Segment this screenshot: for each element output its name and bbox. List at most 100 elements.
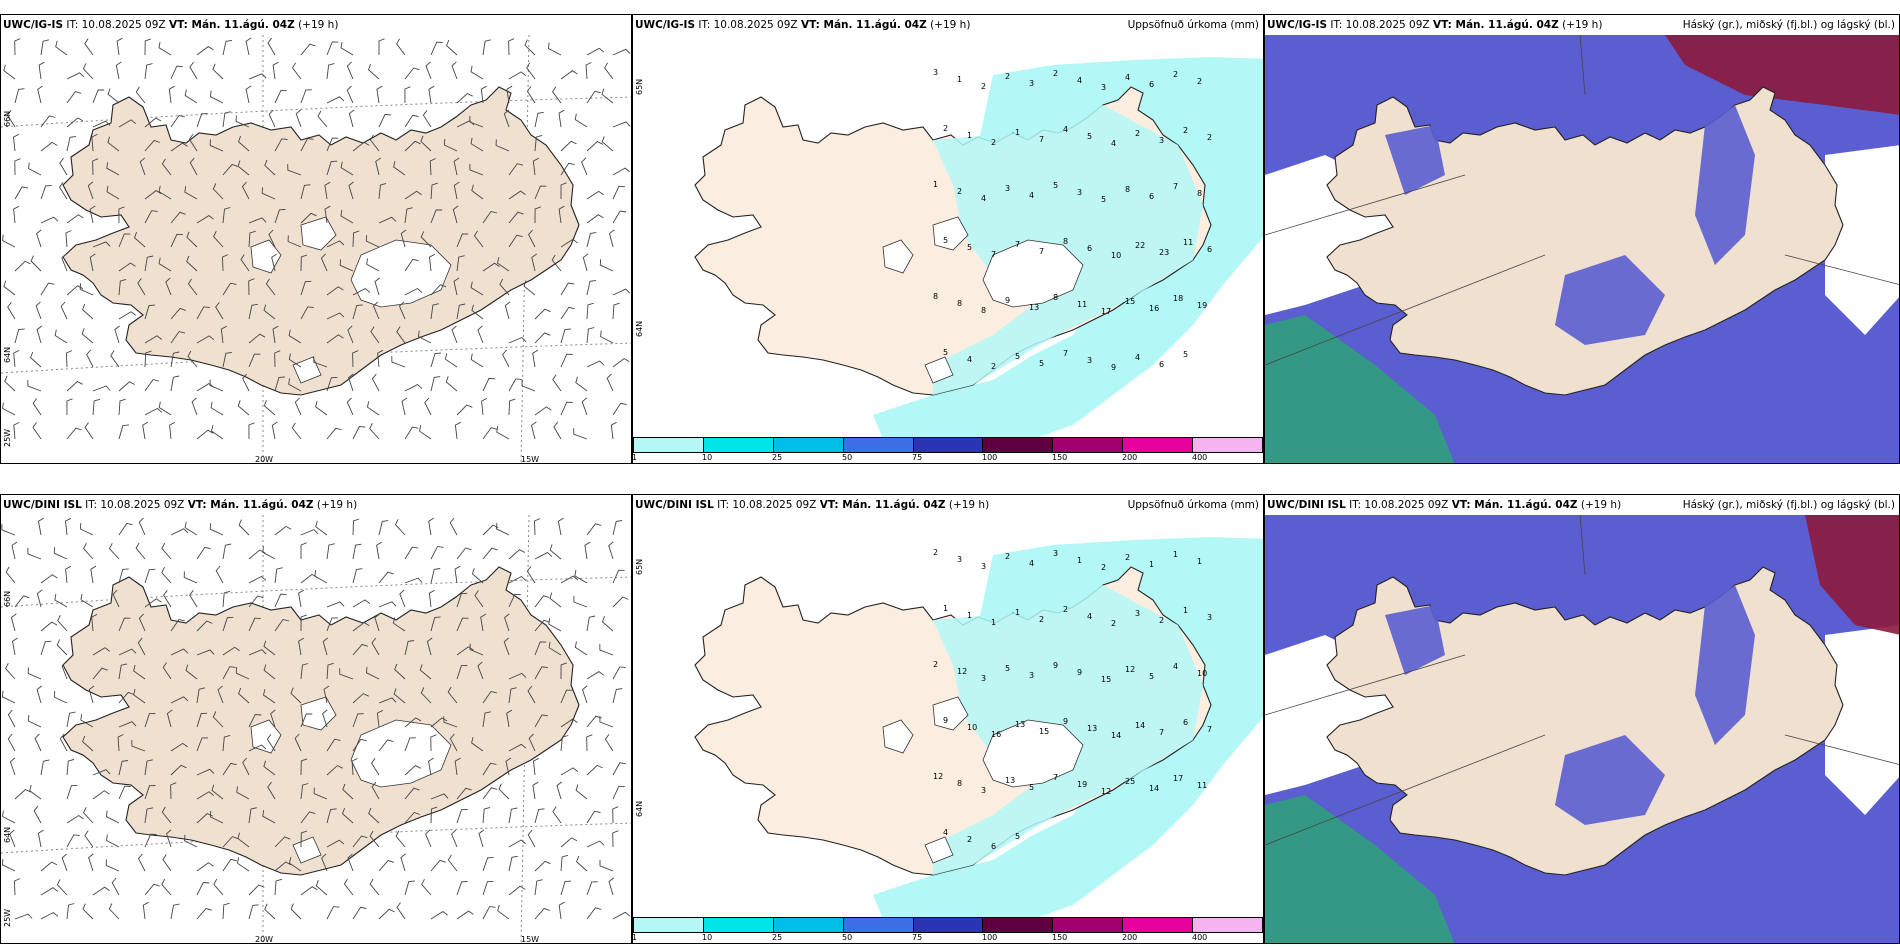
wind-barb [144, 304, 156, 320]
wind-barb [552, 86, 562, 104]
wind-barb [137, 637, 146, 656]
wind-barb [158, 185, 172, 200]
wind-barb [503, 109, 510, 128]
precip-value-label: 8 [981, 306, 986, 315]
wind-barb [404, 737, 416, 752]
wind-barb [534, 641, 547, 656]
colorbar-swatch [1053, 438, 1124, 452]
wind-barb [238, 687, 250, 704]
wind-barb [300, 529, 319, 536]
wind-barb [560, 282, 575, 296]
wind-barb [586, 615, 596, 632]
precip-value-label: 23 [1159, 248, 1169, 257]
wind-barb [144, 38, 151, 56]
wind-barb [266, 734, 276, 752]
precip-value-label: 5 [1101, 195, 1106, 204]
wind-barb [169, 421, 176, 440]
wind-barb [118, 278, 127, 296]
wind-barb [586, 360, 605, 368]
wind-barb [248, 353, 261, 368]
wind-barb [287, 164, 302, 176]
wind-barb [38, 517, 44, 536]
colorbar-label: 1 [632, 453, 638, 462]
wind-barb [456, 646, 474, 656]
wind-barb [92, 158, 99, 176]
panel-header: UWC/DINI ISL IT: 10.08.2025 09Z VT: Mán.… [1265, 495, 1899, 515]
wind-barb [40, 216, 59, 224]
wind-barb [118, 119, 137, 128]
precip-value-label: 12 [957, 667, 967, 676]
wind-barb [133, 664, 146, 680]
wind-barb [196, 737, 208, 752]
precip-value-label: 9 [1111, 363, 1116, 372]
wind-barb [300, 811, 316, 824]
colorbar-swatch [1193, 438, 1263, 452]
wind-barb [183, 571, 198, 584]
wind-barb [144, 407, 163, 416]
wind-barb [135, 86, 146, 104]
wind-barb [82, 903, 94, 920]
wind-barb [274, 836, 291, 848]
valid-time: VT: Mán. 11.ágú. 04Z [187, 499, 314, 511]
wind-barb [215, 565, 224, 584]
wind-barb [144, 335, 163, 344]
precip-value-label: 2 [1063, 605, 1068, 614]
wind-barb [274, 138, 288, 152]
wind-barb [482, 880, 494, 896]
precip-value-label: 7 [991, 250, 996, 259]
wind-barb [482, 524, 499, 536]
wind-barb [66, 117, 84, 128]
wind-barb [66, 711, 76, 728]
wind-barb [222, 111, 231, 128]
model-name: UWC/DINI ISL [635, 499, 714, 511]
wind-barb [326, 808, 337, 824]
lon-label-20w: 20W [255, 935, 274, 944]
wind-barb [508, 234, 523, 248]
precip-value-label: 4 [1087, 612, 1092, 621]
precip-value-label: 9 [1063, 717, 1068, 726]
wind-barb [326, 543, 335, 560]
wind-barb [348, 373, 354, 392]
wind-barb [453, 181, 460, 200]
precip-value-label: 2 [967, 835, 972, 844]
wind-barb [480, 85, 487, 104]
colorbar-label: 150 [1052, 453, 1068, 462]
precip-value-label: 5 [1029, 783, 1034, 792]
wind-barb [2, 234, 16, 248]
wind-barb [351, 758, 358, 776]
wind-barb [521, 379, 536, 392]
wind-barb [66, 814, 84, 824]
wind-barb [288, 857, 302, 872]
wind-barb [66, 135, 76, 152]
precip-value-label: 6 [1183, 718, 1188, 727]
wind-barb [586, 523, 602, 536]
wind-barb [343, 878, 354, 896]
wind-barb [470, 281, 484, 296]
wind-barb [429, 158, 436, 176]
wind-barb [210, 90, 224, 104]
wind-barb [300, 89, 312, 104]
wind-barb [170, 114, 185, 128]
precip-value-label: 4 [1173, 662, 1178, 671]
wind-barb [586, 840, 605, 848]
wind-barb [222, 282, 237, 296]
wind-barb [352, 288, 371, 296]
wind-barb [369, 830, 380, 848]
wind-barb [504, 301, 511, 320]
wind-barb [222, 902, 230, 920]
panel-precip-dini: UWC/DINI ISL IT: 10.08.2025 09Z VT: Mán.… [632, 494, 1264, 944]
init-time: IT: 10.08.2025 09Z [1330, 19, 1430, 31]
wind-barb [235, 115, 250, 128]
precip-value-label: 5 [1087, 132, 1092, 141]
wind-barb [404, 258, 419, 272]
precip-value-label: 1 [933, 180, 938, 189]
precip-value-label: 2 [1005, 552, 1010, 561]
wind-barb [92, 886, 110, 896]
wind-barb [118, 311, 136, 320]
wind-barb [534, 808, 545, 824]
wind-barb [560, 880, 572, 896]
wind-barb [248, 649, 267, 656]
wind-barb [33, 805, 42, 824]
wind-barb [508, 807, 518, 824]
wind-barb [272, 325, 279, 344]
